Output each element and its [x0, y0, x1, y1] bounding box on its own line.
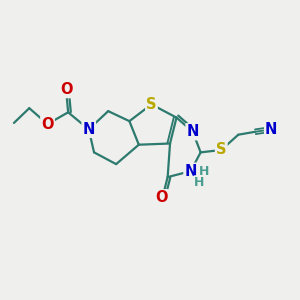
Text: N: N [187, 124, 199, 139]
Text: H: H [194, 176, 205, 189]
Text: N: N [265, 122, 278, 137]
Text: O: O [60, 82, 72, 97]
Text: N: N [184, 164, 197, 179]
Text: O: O [41, 117, 54, 132]
Text: H: H [199, 165, 209, 178]
Text: S: S [216, 142, 226, 158]
Text: O: O [155, 190, 168, 205]
Text: S: S [146, 97, 157, 112]
Text: N: N [82, 122, 95, 137]
